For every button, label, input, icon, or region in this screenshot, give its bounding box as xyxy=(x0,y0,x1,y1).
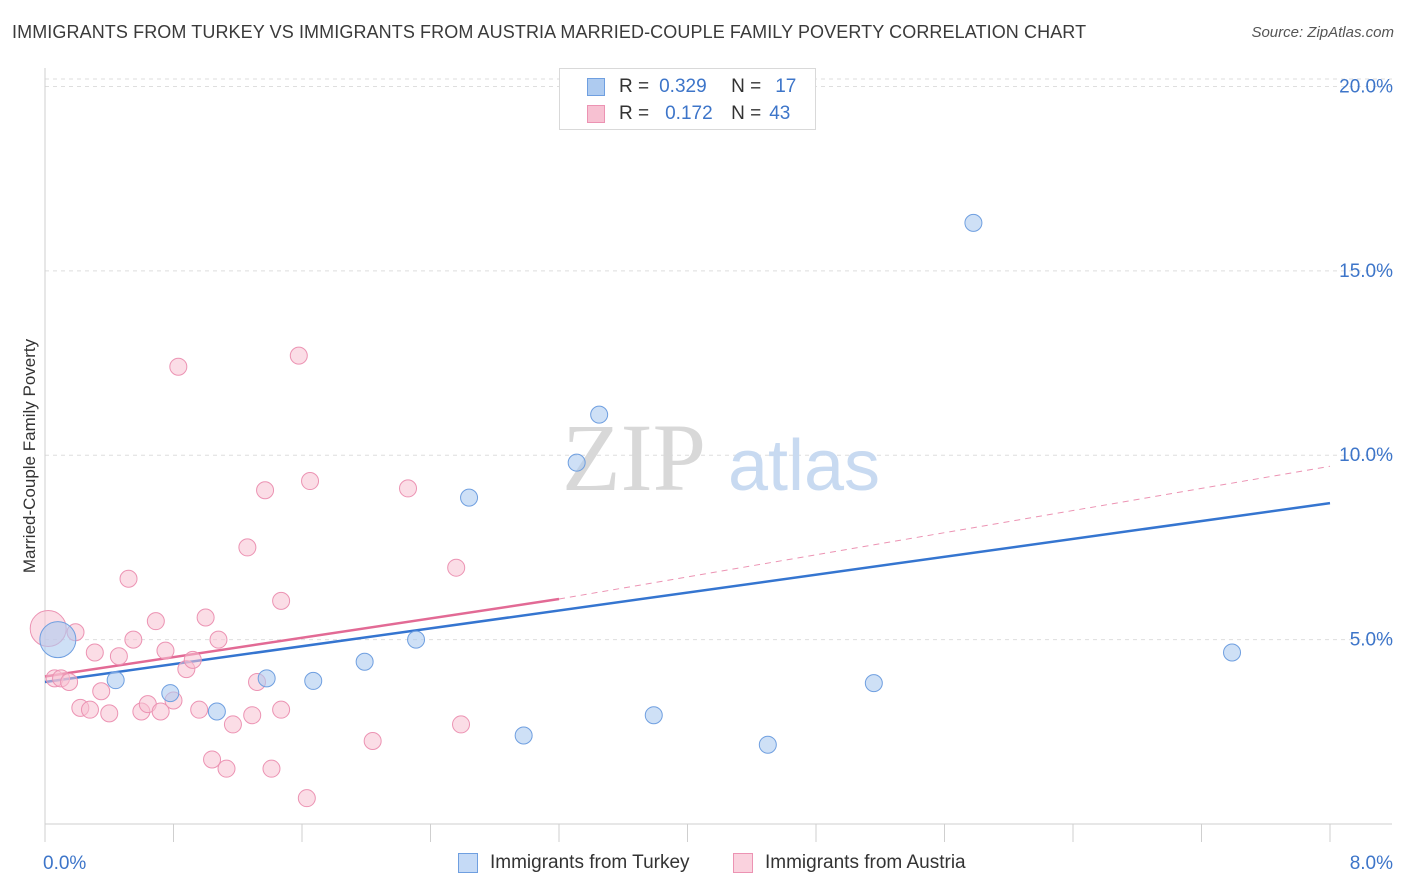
austria-point xyxy=(109,647,128,666)
austria-legend-label: Immigrants from Austria xyxy=(765,852,966,873)
y-tick-label: 5.0% xyxy=(1350,630,1393,651)
turkey-point xyxy=(514,726,533,745)
turkey-point xyxy=(644,706,663,725)
trend-lines xyxy=(44,465,1331,684)
austria-trend-line xyxy=(44,597,560,678)
source-label: Source: ZipAtlas.com xyxy=(1251,24,1394,41)
austria-point xyxy=(399,479,418,498)
turkey-trend-line xyxy=(44,501,1331,684)
austria-point xyxy=(272,700,291,719)
legend-row-austria: R = 0.172 N = 43 xyxy=(587,102,790,126)
austria-point xyxy=(262,759,281,778)
turkey-legend-label: Immigrants from Turkey xyxy=(490,852,690,873)
austria-r-label: R = xyxy=(619,103,650,124)
turkey-legend-swatch xyxy=(458,853,478,873)
austria-n-value: 43 xyxy=(769,103,791,124)
austria-point xyxy=(169,357,188,376)
austria-point xyxy=(196,608,215,627)
austria-point xyxy=(209,630,228,649)
watermark-zip: ZIP xyxy=(562,404,706,511)
turkey-point xyxy=(758,735,777,754)
austria-point xyxy=(146,612,165,631)
legend-item-turkey[interactable]: Immigrants from Turkey xyxy=(458,852,690,874)
austria-n-label: N = xyxy=(731,103,762,124)
turkey-point xyxy=(207,702,226,721)
turkey-swatch xyxy=(587,78,605,96)
austria-point xyxy=(256,481,275,500)
chart-title: IMMIGRANTS FROM TURKEY VS IMMIGRANTS FRO… xyxy=(12,22,1087,42)
y-tick-label: 20.0% xyxy=(1339,76,1393,97)
stats-legend: R = 0.329 N = 17 R = 0.172 N = 43 xyxy=(559,68,816,130)
turkey-point xyxy=(964,213,983,232)
turkey-point xyxy=(355,652,374,671)
austria-point xyxy=(363,732,382,751)
austria-swatch xyxy=(587,105,605,123)
austria-point xyxy=(289,346,308,365)
tick-labels: 5.0% 10.0% 15.0% 20.0% 0.0% 8.0% xyxy=(43,76,1393,874)
turkey-point xyxy=(106,671,125,690)
austria-legend-swatch xyxy=(733,853,753,873)
austria-point xyxy=(156,641,175,660)
y-tick-label: 15.0% xyxy=(1339,261,1393,282)
austria-point xyxy=(452,715,471,734)
austria-point xyxy=(203,750,222,769)
turkey-point xyxy=(407,630,426,649)
axes xyxy=(44,68,1392,842)
turkey-r-label: R = xyxy=(619,76,650,97)
data-points xyxy=(29,213,1242,808)
austria-point xyxy=(60,673,79,692)
turkey-n-value: 17 xyxy=(775,76,797,97)
legend-row-turkey: R = 0.329 N = 17 xyxy=(587,75,796,99)
series-legend: Immigrants from Turkey Immigrants from A… xyxy=(0,852,1406,876)
austria-r-value: 0.172 xyxy=(665,103,713,124)
austria-point xyxy=(297,789,316,808)
austria-point xyxy=(301,472,320,491)
austria-point xyxy=(272,591,291,610)
austria-point xyxy=(151,702,170,721)
austria-point xyxy=(223,715,242,734)
watermark: ZIP atlas xyxy=(562,404,880,511)
x-tick-label-min: 0.0% xyxy=(43,853,86,874)
turkey-point xyxy=(257,669,276,688)
austria-trend-extension xyxy=(558,465,1331,600)
turkey-r-value: 0.329 xyxy=(659,76,707,97)
legend-item-austria[interactable]: Immigrants from Austria xyxy=(733,852,966,874)
turkey-point xyxy=(304,671,323,690)
x-tick-label-max: 8.0% xyxy=(1350,853,1393,874)
austria-point xyxy=(183,650,202,669)
austria-point xyxy=(80,700,99,719)
turkey-point xyxy=(161,684,180,703)
turkey-point xyxy=(864,674,883,693)
turkey-point xyxy=(590,405,609,424)
turkey-n-label: N = xyxy=(731,76,762,97)
austria-point xyxy=(100,704,119,723)
y-tick-label: 10.0% xyxy=(1339,445,1393,466)
turkey-point xyxy=(39,621,77,659)
austria-point xyxy=(217,759,236,778)
watermark-atlas: atlas xyxy=(728,426,880,506)
austria-point xyxy=(124,630,143,649)
austria-point xyxy=(238,538,257,557)
austria-point xyxy=(85,643,104,662)
austria-point xyxy=(92,682,111,701)
turkey-point xyxy=(460,488,479,507)
turkey-point xyxy=(567,453,586,472)
austria-point xyxy=(119,569,138,588)
austria-point xyxy=(447,558,466,577)
austria-point xyxy=(243,706,262,725)
turkey-point xyxy=(1223,643,1242,662)
austria-point xyxy=(190,700,209,719)
